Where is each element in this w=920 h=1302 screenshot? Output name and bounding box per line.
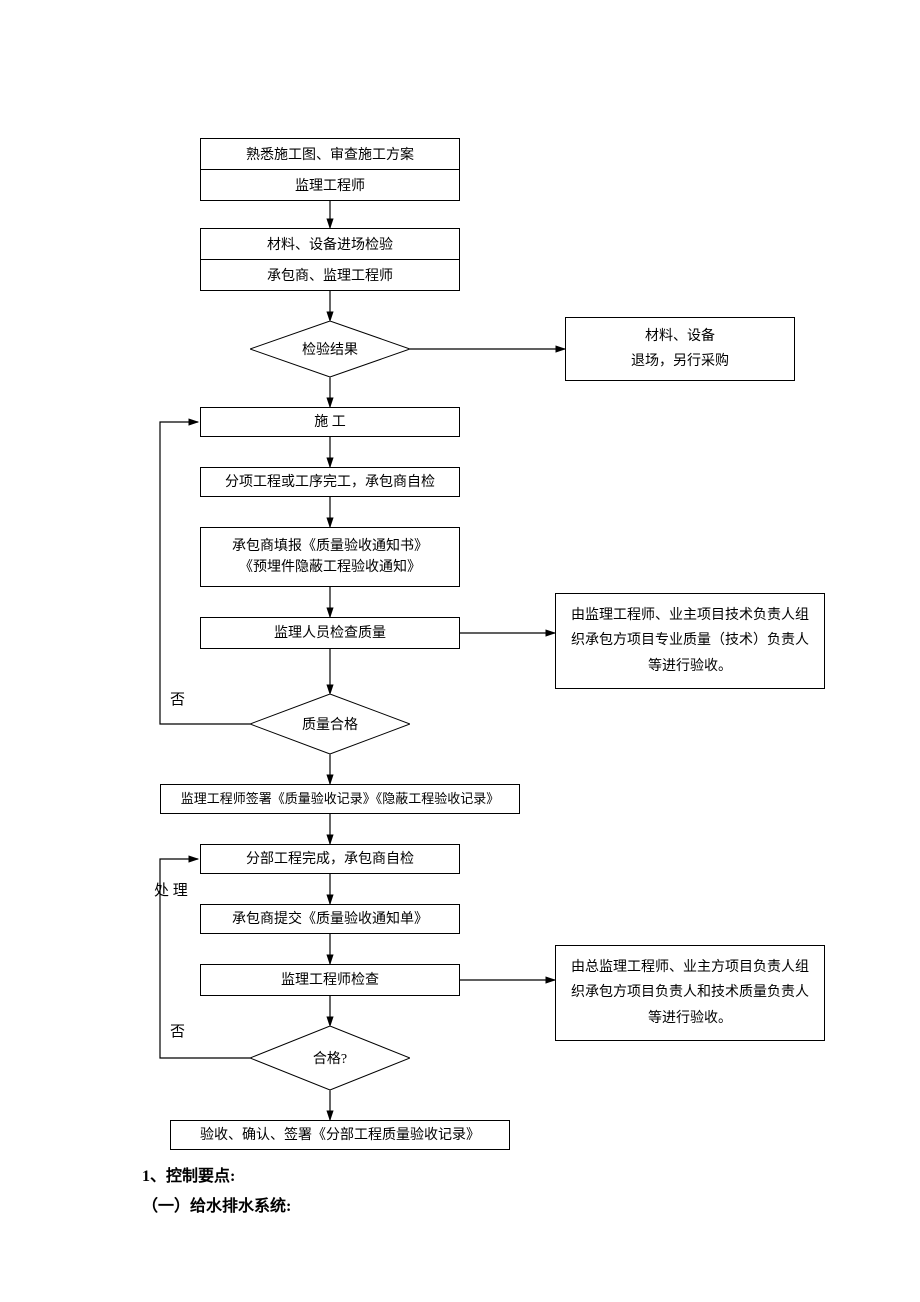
decision-inspect-result-label: 检验结果 (302, 339, 358, 359)
node-submit-notice-l1: 承包商填报《质量验收通知书》 (232, 536, 428, 557)
side-return-material-l2: 退场，另行采购 (631, 349, 729, 374)
text-control-points: 1、控制要点: (142, 1162, 235, 1186)
text-water-system: （一）给水排水系统: (142, 1192, 291, 1216)
decision-inspect-result: 检验结果 (250, 321, 410, 377)
decision-quality-pass-label: 质量合格 (302, 714, 358, 734)
node-material-inspect-top: 材料、设备进场检验 (201, 229, 459, 260)
side-acceptance-team1: 由监理工程师、业主项目技术负责人组织承包方项目专业质量（技术）负责人等进行验收。 (555, 593, 825, 689)
node-submit-notice-l2: 《预埋件隐蔽工程验收通知》 (239, 557, 421, 578)
node-supervisor-check: 监理人员检查质量 (200, 617, 460, 649)
node-material-inspect-bot: 承包商、监理工程师 (201, 260, 459, 290)
decision-quality-pass: 质量合格 (250, 694, 410, 754)
node-review-plan-top: 熟悉施工图、审查施工方案 (201, 139, 459, 170)
node-submit-notice2: 承包商提交《质量验收通知单》 (200, 904, 460, 934)
decision-pass-final-label: 合格? (313, 1048, 347, 1068)
node-division-complete: 分部工程完成，承包商自检 (200, 844, 460, 874)
node-review-plan-bot: 监理工程师 (201, 170, 459, 200)
node-self-check-section: 分项工程或工序完工，承包商自检 (200, 467, 460, 497)
node-supervisor-check2: 监理工程师检查 (200, 964, 460, 996)
node-material-inspect: 材料、设备进场检验 承包商、监理工程师 (200, 228, 460, 291)
node-sign-record: 监理工程师签署《质量验收记录》《隐蔽工程验收记录》 (160, 784, 520, 814)
flowchart-canvas: 熟悉施工图、审查施工方案 监理工程师 材料、设备进场检验 承包商、监理工程师 检… (0, 0, 920, 1302)
side-return-material: 材料、设备 退场，另行采购 (565, 317, 795, 381)
node-construction: 施 工 (200, 407, 460, 437)
label-process: 处 理 (154, 879, 188, 900)
label-no-1: 否 (170, 688, 185, 709)
side-acceptance-team2: 由总监理工程师、业主方项目负责人组织承包方项目负责人和技术质量负责人等进行验收。 (555, 945, 825, 1041)
node-review-plan: 熟悉施工图、审查施工方案 监理工程师 (200, 138, 460, 201)
node-final-sign: 验收、确认、签署《分部工程质量验收记录》 (170, 1120, 510, 1150)
node-submit-notice: 承包商填报《质量验收通知书》 《预埋件隐蔽工程验收通知》 (200, 527, 460, 587)
decision-pass-final: 合格? (250, 1026, 410, 1090)
side-return-material-l1: 材料、设备 (631, 324, 729, 349)
label-no-2: 否 (170, 1020, 185, 1041)
